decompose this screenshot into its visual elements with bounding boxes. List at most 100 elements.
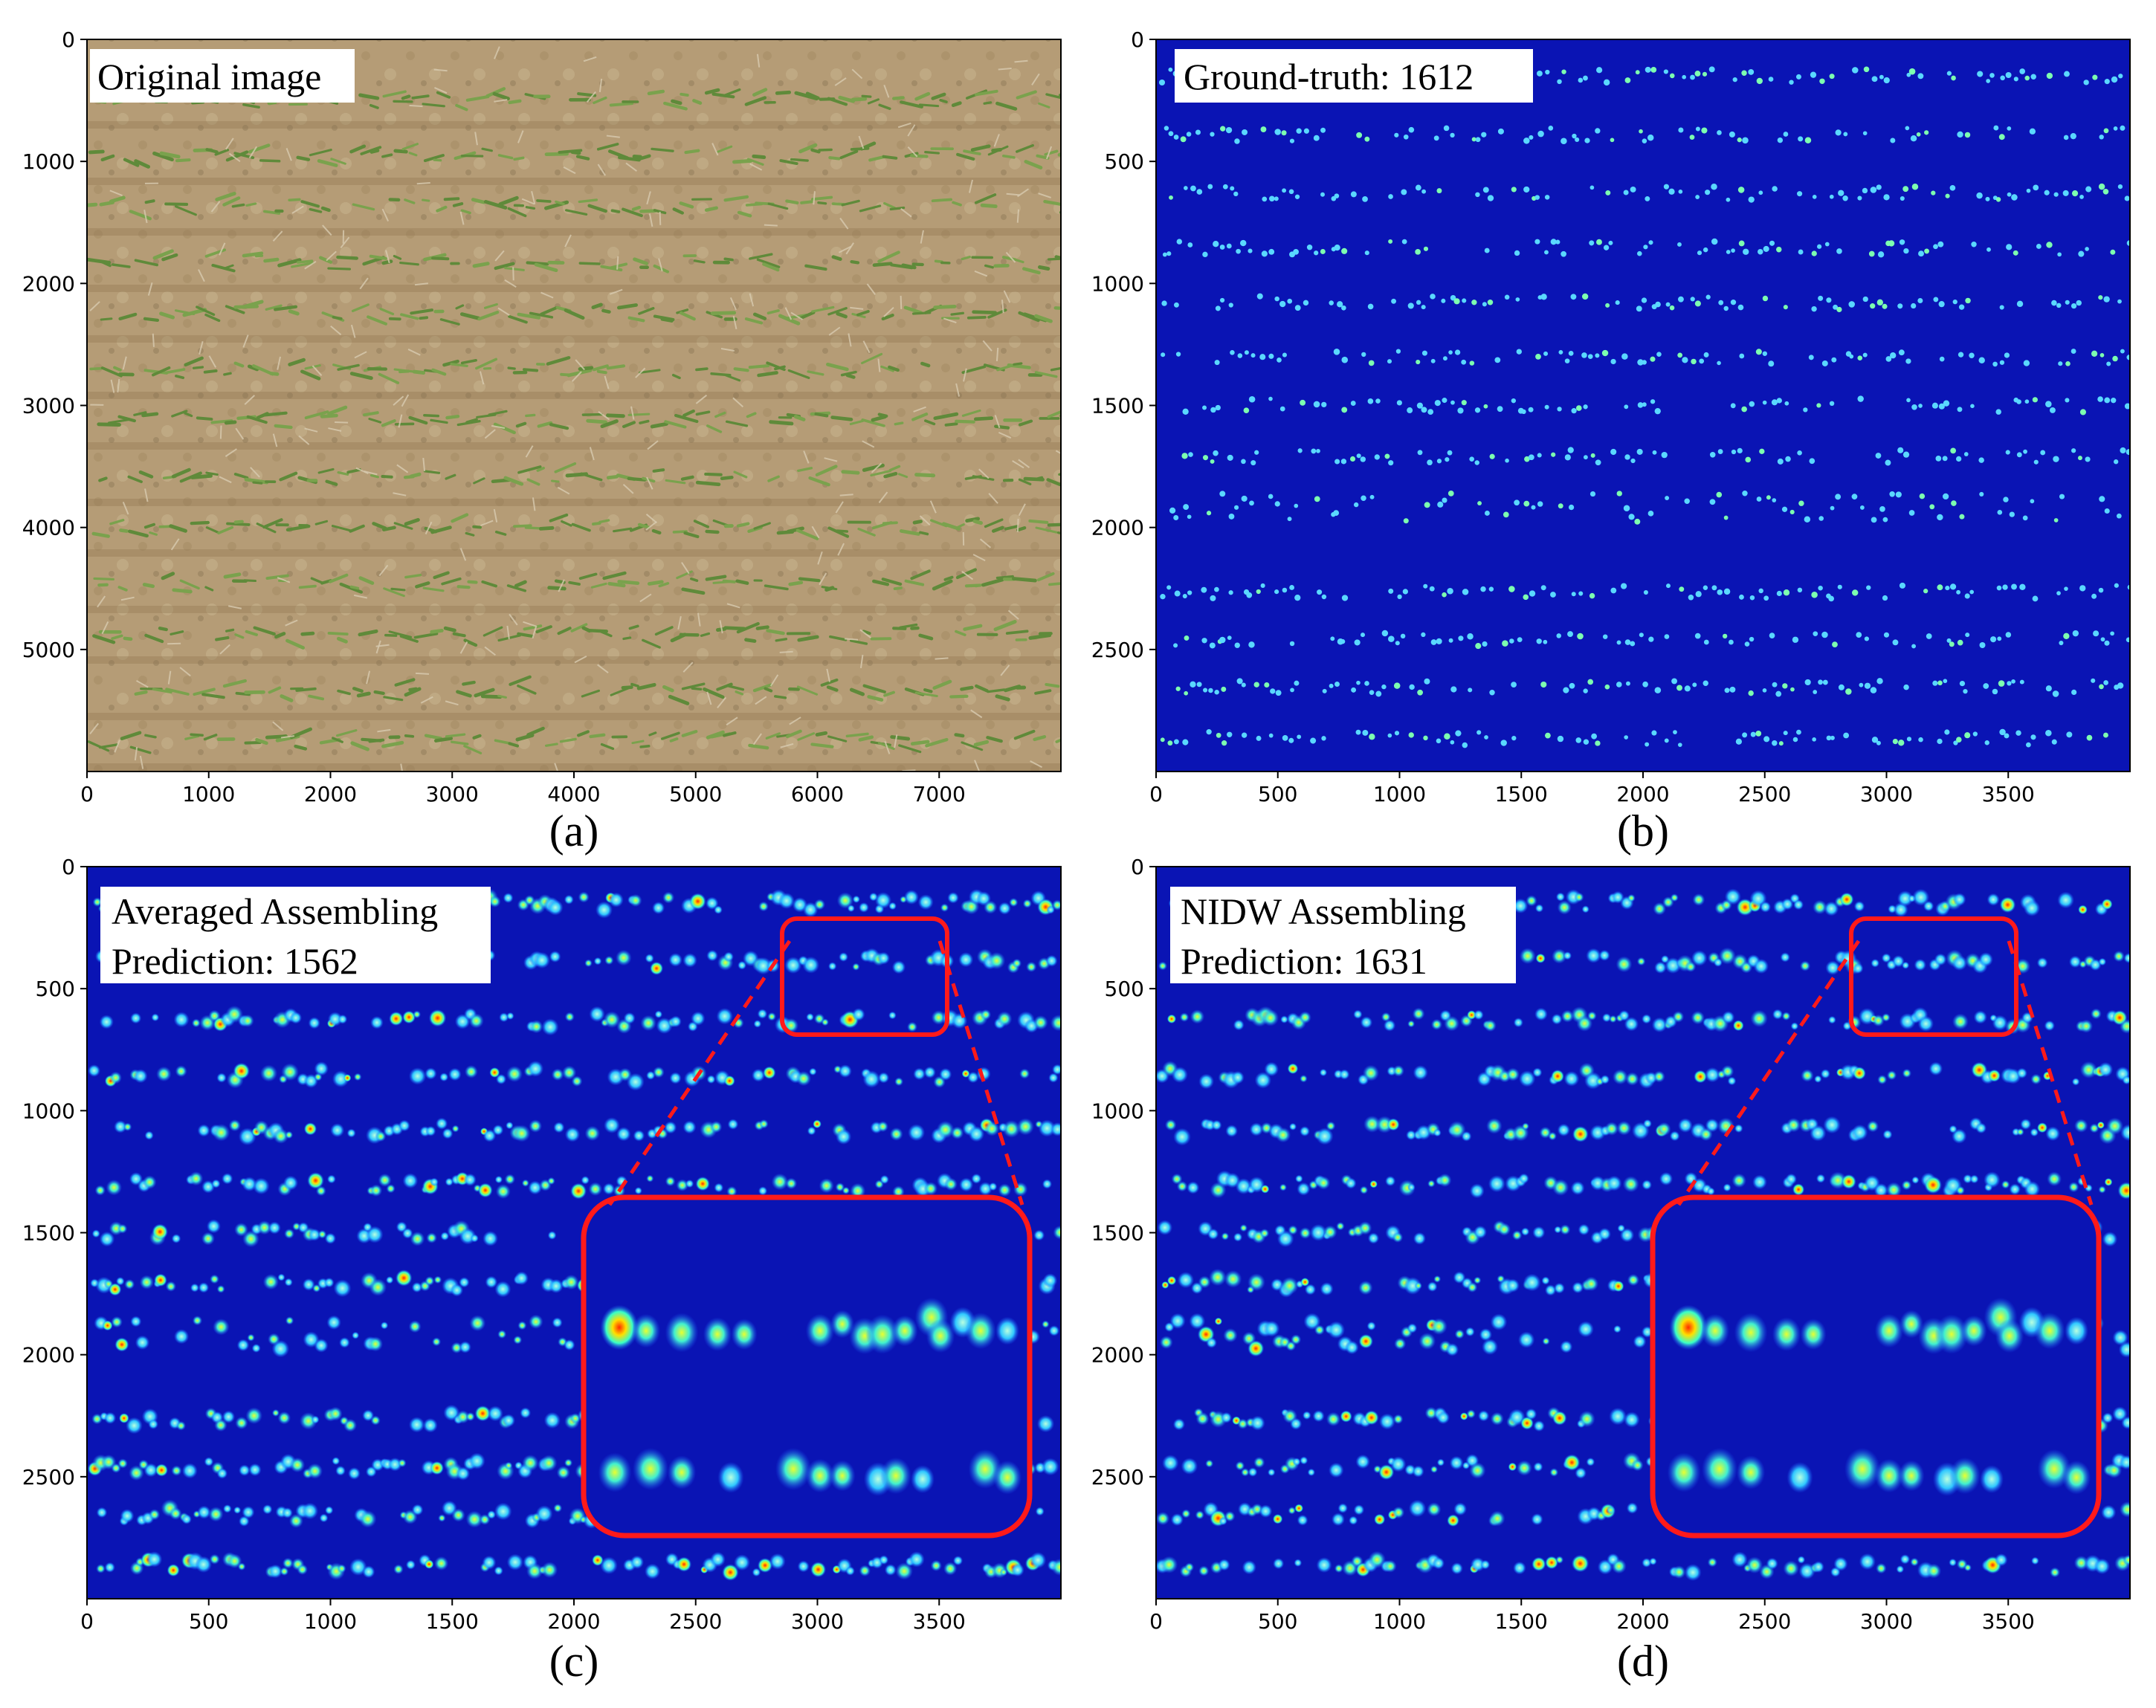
density-blob xyxy=(1949,1559,1957,1567)
density-blob xyxy=(370,1016,384,1029)
density-blob xyxy=(434,1556,448,1570)
density-point xyxy=(1234,505,1239,510)
density-point xyxy=(1569,351,1574,356)
density-point xyxy=(1427,409,1433,415)
density-blob xyxy=(386,1184,395,1193)
y-tick-label: 0 xyxy=(62,28,75,52)
crop-plant xyxy=(482,696,500,697)
density-blob xyxy=(2120,1019,2134,1034)
density-blob xyxy=(1180,1012,1190,1022)
density-point xyxy=(1320,128,1326,133)
density-point xyxy=(1986,79,1990,83)
density-point xyxy=(1758,589,1763,594)
density-blob xyxy=(578,891,590,902)
density-point xyxy=(1624,190,1629,195)
density-blob xyxy=(1685,1564,1702,1581)
density-point xyxy=(1369,734,1375,740)
density-point xyxy=(1234,138,1239,143)
crop-plant xyxy=(691,579,697,581)
crop-plant xyxy=(894,97,903,98)
density-blob xyxy=(1354,1504,1365,1515)
density-point xyxy=(1670,305,1675,311)
crop-plant xyxy=(198,418,212,419)
x-tick-label: 7000 xyxy=(913,782,966,806)
crop-plant xyxy=(722,477,732,479)
density-point xyxy=(1678,127,1683,132)
density-point xyxy=(1798,588,1802,592)
density-point xyxy=(1215,360,1220,365)
density-blob xyxy=(436,1118,448,1130)
density-point xyxy=(1556,633,1561,638)
density-point xyxy=(1839,685,1844,690)
density-point xyxy=(1558,736,1563,742)
density-point xyxy=(1863,297,1868,302)
crop-plant xyxy=(935,306,955,307)
density-point xyxy=(1216,405,1221,410)
density-blob xyxy=(796,1071,811,1086)
density-point xyxy=(1578,78,1584,83)
density-point xyxy=(1701,127,1707,133)
density-blob xyxy=(1877,1075,1887,1084)
density-point xyxy=(1340,639,1345,644)
density-point xyxy=(1985,197,1989,201)
density-point xyxy=(1857,395,1863,401)
density-point xyxy=(1811,306,1816,311)
density-blob xyxy=(1393,1414,1404,1425)
density-blob xyxy=(1353,1010,1362,1019)
density-point xyxy=(1551,453,1555,457)
crop-plant xyxy=(125,638,131,639)
density-point xyxy=(1424,502,1430,508)
density-point xyxy=(1784,305,1788,309)
density-point xyxy=(1550,592,1556,598)
crop-plant xyxy=(692,688,700,689)
density-blob xyxy=(931,1560,942,1571)
density-point xyxy=(1763,688,1767,693)
density-blob xyxy=(148,1419,158,1429)
density-point xyxy=(1235,642,1240,647)
density-blob xyxy=(1513,1562,1526,1575)
density-point xyxy=(1483,187,1489,193)
density-blob xyxy=(496,1074,506,1084)
density-blob xyxy=(852,963,859,971)
density-blob xyxy=(1673,1011,1685,1023)
inset-blob xyxy=(598,1452,632,1492)
density-point xyxy=(2050,407,2056,413)
density-blob xyxy=(1303,1411,1311,1420)
density-point xyxy=(1821,632,1828,638)
density-point xyxy=(1951,500,1957,506)
inset-blob xyxy=(1702,1448,1737,1490)
density-point xyxy=(1673,730,1677,734)
density-point xyxy=(1210,407,1216,413)
density-blob xyxy=(1522,1122,1529,1130)
density-blob xyxy=(146,1551,162,1567)
density-point xyxy=(1242,129,1248,135)
density-blob xyxy=(2045,1126,2060,1141)
density-blob xyxy=(918,894,934,910)
density-blob xyxy=(951,1126,964,1139)
density-blob xyxy=(2099,958,2107,966)
density-blob xyxy=(111,1316,123,1328)
crop-plant xyxy=(448,416,458,418)
density-blob xyxy=(1549,1468,1558,1477)
density-point xyxy=(1274,297,1279,301)
density-point xyxy=(1843,733,1849,739)
density-point xyxy=(2125,195,2130,201)
density-blob xyxy=(1248,1467,1258,1477)
crop-plant xyxy=(369,740,383,742)
density-point xyxy=(2120,349,2125,354)
crop-plant xyxy=(245,580,256,581)
y-tick-label: 1500 xyxy=(1091,394,1144,418)
density-point xyxy=(1476,137,1481,142)
density-point xyxy=(1404,518,1409,523)
density-blob xyxy=(2120,1124,2137,1141)
density-blob xyxy=(1521,1227,1529,1235)
density-blob xyxy=(769,1553,786,1570)
density-blob xyxy=(1882,1130,1892,1139)
density-point xyxy=(1571,408,1576,413)
crop-plant xyxy=(101,319,112,320)
density-blob xyxy=(335,1466,346,1476)
density-blob xyxy=(1882,1013,1891,1022)
density-blob xyxy=(1169,1313,1185,1329)
density-point xyxy=(2064,586,2068,591)
